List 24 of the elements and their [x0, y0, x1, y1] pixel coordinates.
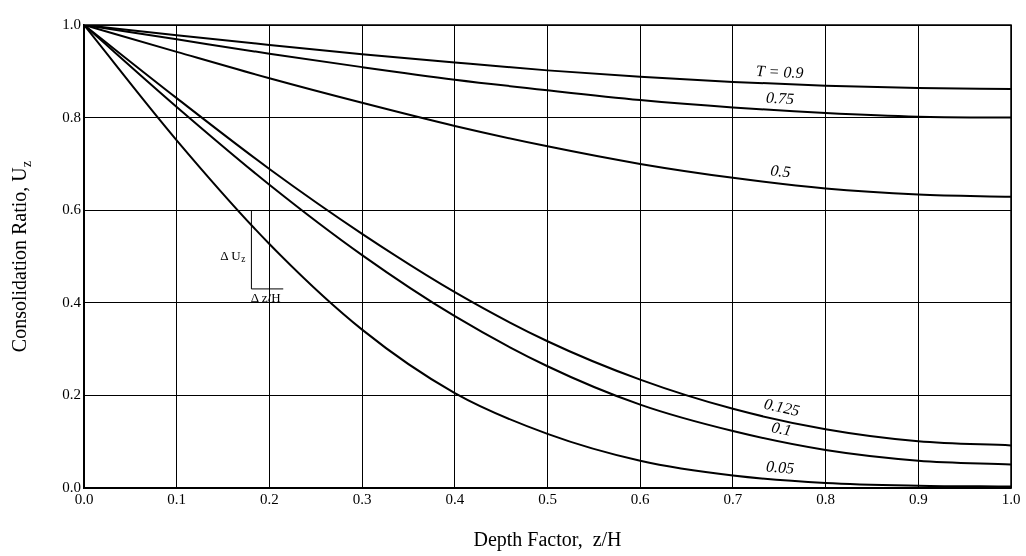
x-tick-label: 0.2	[260, 490, 279, 507]
x-tick-label: 0.4	[445, 490, 465, 507]
x-tick-label: 0.5	[538, 490, 557, 507]
text: 0.1	[770, 418, 794, 439]
text: 0.125	[762, 394, 802, 420]
series-label: 0.05	[765, 457, 795, 477]
y-tick-label: 1.0	[62, 15, 81, 32]
x-tick-label: 0.8	[816, 490, 835, 507]
y-tick-label: 0.2	[62, 386, 81, 403]
y-tick-label: 0.6	[62, 201, 82, 218]
y-tick-label: 0.8	[62, 108, 81, 125]
series-label: 0.75	[765, 88, 795, 108]
x-tick-label: 1.0	[1001, 490, 1021, 507]
x-tick-label: 0.3	[352, 490, 372, 507]
x-tick-label: 0.9	[908, 490, 928, 507]
series-label: T = 0.9	[755, 62, 804, 81]
x-tick-label: 0.1	[167, 490, 187, 507]
x-tick-label: 0.6	[630, 490, 651, 507]
y-tick-label: 0.0	[62, 478, 81, 495]
text: 0.5	[769, 161, 792, 181]
y-axis-title: Consolidation Ratio, Uz	[8, 160, 34, 353]
x-axis-title: Depth Factor, z/H	[473, 528, 622, 551]
y-tick-label: 0.4	[62, 293, 82, 310]
x-tick-label: 0.7	[723, 490, 743, 507]
